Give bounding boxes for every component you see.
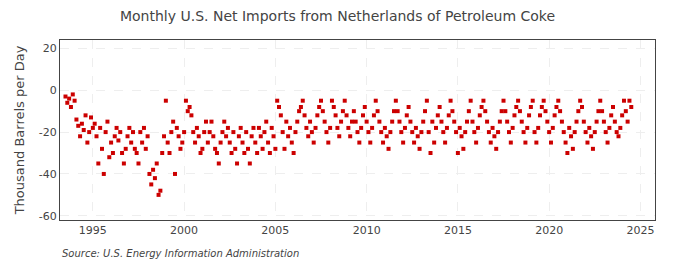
svg-text:2020: 2020 — [535, 224, 563, 237]
svg-text:-20: -20 — [39, 126, 57, 139]
svg-text:2005: 2005 — [261, 224, 289, 237]
svg-text:0: 0 — [50, 84, 57, 97]
svg-text:2000: 2000 — [170, 224, 198, 237]
svg-text:2010: 2010 — [353, 224, 381, 237]
svg-text:Thousand Barrels per Day: Thousand Barrels per Day — [12, 45, 27, 215]
svg-text:-60: -60 — [39, 210, 57, 223]
svg-text:2025: 2025 — [626, 224, 654, 237]
svg-text:20: 20 — [43, 42, 57, 55]
svg-text:2015: 2015 — [444, 224, 472, 237]
svg-text:Source: U.S. Energy Informatio: Source: U.S. Energy Information Administ… — [62, 248, 299, 259]
svg-text:-40: -40 — [39, 168, 57, 181]
svg-text:1995: 1995 — [79, 224, 107, 237]
svg-text:Monthly U.S. Net Imports from: Monthly U.S. Net Imports from Netherland… — [120, 8, 555, 24]
